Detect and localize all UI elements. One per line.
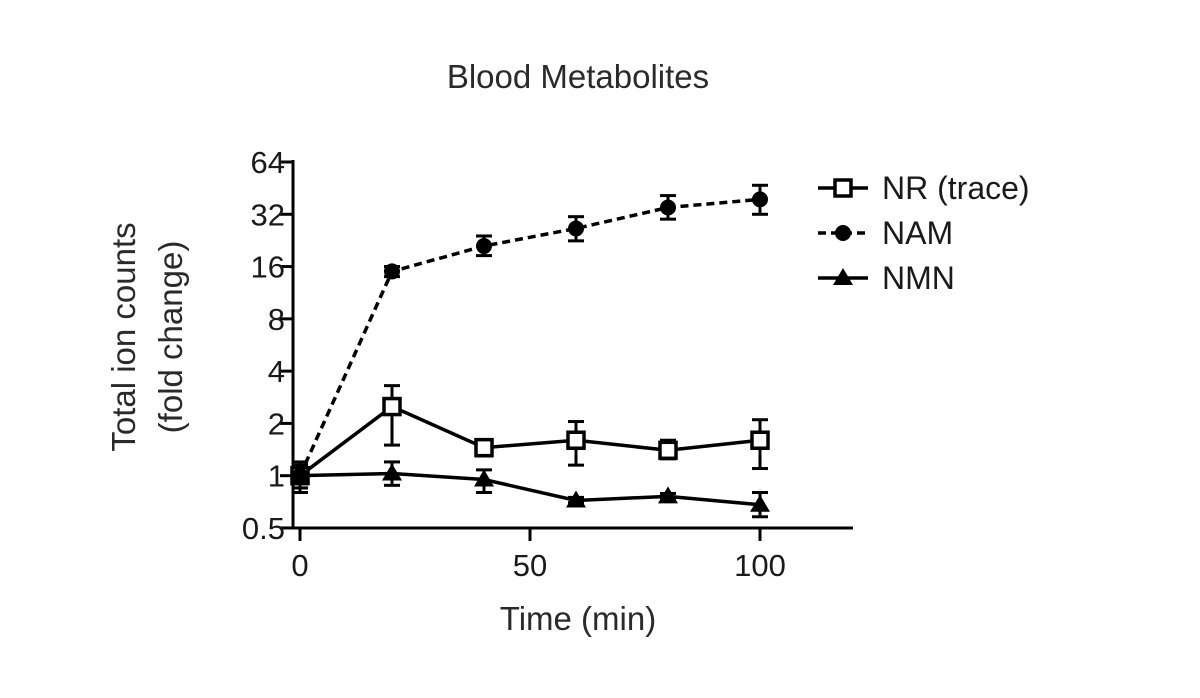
legend-label: NMN [882,260,955,296]
data-point-triangle [474,469,494,487]
y-tick-label: 4 [268,354,285,389]
legend-label: NR (trace) [882,170,1030,206]
legend: NR (trace) NAM NMN [818,170,1030,296]
legend-marker-triangle [833,268,853,285]
data-point-circle [660,199,676,216]
legend-item-circle: NAM [818,215,953,251]
data-point-square [566,430,586,450]
x-axis-label: Time (min) [500,600,656,637]
series-square [290,384,770,495]
legend-marker-square [833,178,853,198]
data-point-circle [752,191,768,208]
y-tick-label: 0.5 [242,511,285,546]
series-line-square [298,404,761,478]
data-point-triangle [750,494,770,512]
y-tick-label: 1 [268,459,285,494]
data-point-triangle [658,486,678,504]
legend-label: NAM [882,215,953,251]
legend-marker-circle [835,225,851,241]
series-triangle [290,460,770,519]
x-tick-label: 0 [291,548,308,583]
y-tick-label: 8 [268,302,285,337]
data-point-square [474,437,494,458]
data-point-circle [476,238,492,255]
y-axis-label-group: Total ion counts (fold change) [105,222,189,451]
data-point-circle [568,220,584,237]
x-ticks: 0 50 100 [291,528,786,583]
y-tick-label: 2 [268,406,285,441]
data-point-square [382,396,402,417]
data-point-circle [384,263,400,280]
y-axis-label-line-1: Total ion counts [105,222,142,451]
y-ticks: 0.5 1 2 4 8 16 32 64 [242,145,293,546]
plot-area [290,183,770,519]
x-tick-label: 50 [513,548,547,583]
legend-item-triangle: NMN [818,260,955,296]
y-tick-label: 32 [251,197,285,232]
data-point-square [750,430,770,450]
x-tick-label: 100 [734,548,786,583]
series-line-triangle [299,471,761,507]
chart-title: Blood Metabolites [447,58,709,95]
data-point-triangle [290,465,310,483]
y-tick-label: 64 [251,145,285,180]
legend-item-square: NR (trace) [818,170,1030,206]
data-point-triangle [566,490,586,508]
data-point-square [658,440,678,461]
data-point-triangle [382,463,402,481]
y-axis-label-line-2: (fold change) [152,241,189,434]
series-line-circle [298,197,761,477]
y-tick-label: 16 [251,250,285,285]
